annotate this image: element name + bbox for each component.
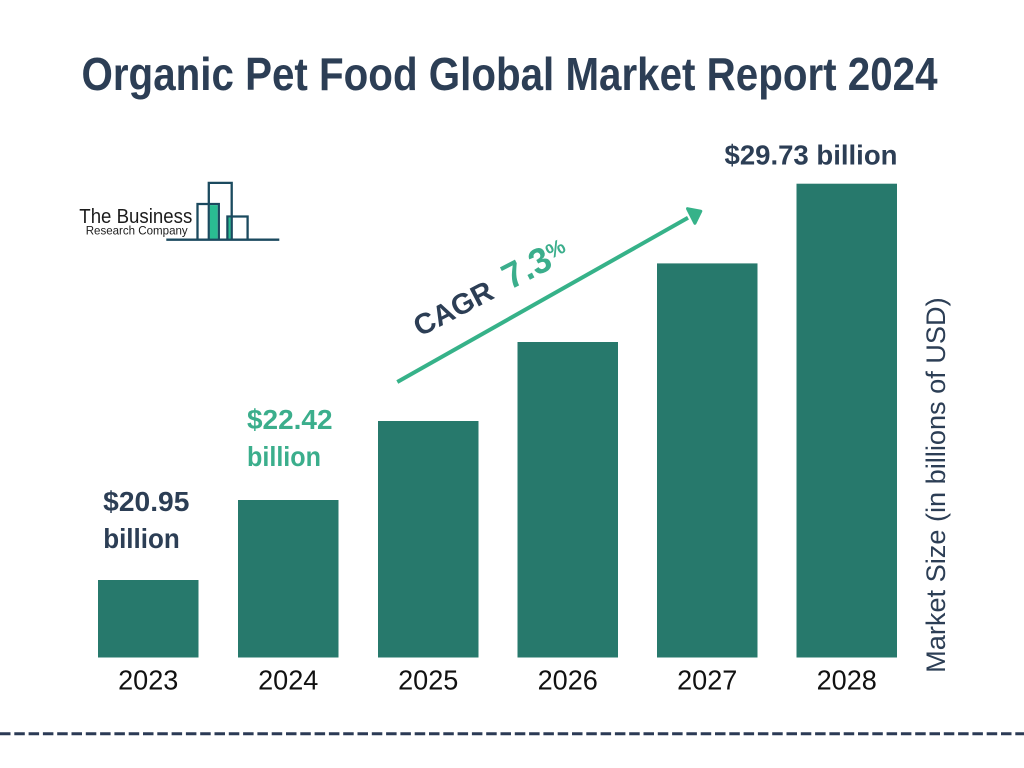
svg-text:2027: 2027 xyxy=(677,664,737,695)
svg-text:2025: 2025 xyxy=(398,664,458,695)
svg-text:billion: billion xyxy=(103,523,180,554)
svg-text:billion: billion xyxy=(247,441,321,472)
svg-text:Organic Pet Food Global Market: Organic Pet Food Global Market Report 20… xyxy=(82,48,938,100)
svg-text:$20.95: $20.95 xyxy=(103,486,189,517)
svg-text:The Business: The Business xyxy=(79,205,192,228)
svg-text:2028: 2028 xyxy=(817,664,877,695)
svg-text:Market Size (in billions of US: Market Size (in billions of USD) xyxy=(921,297,951,672)
svg-text:2023: 2023 xyxy=(118,664,178,695)
svg-text:Research Company: Research Company xyxy=(86,224,189,238)
svg-text:2026: 2026 xyxy=(538,664,598,695)
svg-text:2024: 2024 xyxy=(258,664,318,695)
svg-text:$29.73 billion: $29.73 billion xyxy=(725,140,898,171)
svg-text:$22.42: $22.42 xyxy=(247,404,333,435)
